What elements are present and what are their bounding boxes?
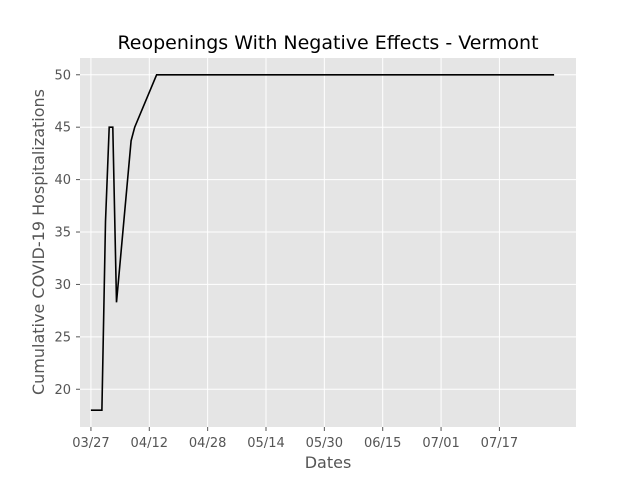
series xyxy=(90,74,555,412)
y-tick-label: 45 xyxy=(54,121,71,136)
x-tick-label: 07/01 xyxy=(422,436,459,451)
series-line xyxy=(90,74,555,412)
plot-area xyxy=(80,58,576,427)
y-tick-label: 25 xyxy=(54,330,71,345)
x-tick-label: 04/12 xyxy=(131,436,168,451)
x-tick-label: 06/15 xyxy=(364,436,401,451)
x-tick-label: 07/17 xyxy=(481,436,518,451)
chart-title: Reopenings With Negative Effects - Vermo… xyxy=(117,32,538,54)
y-tick-label: 20 xyxy=(54,383,71,398)
x-tick-label: 05/30 xyxy=(306,436,343,451)
x-tick-label: 03/27 xyxy=(72,436,109,451)
x-tick-label: 04/28 xyxy=(189,436,226,451)
y-axis-label: Cumulative COVID-19 Hospitalizations xyxy=(29,89,48,395)
y-tick-label: 35 xyxy=(54,226,71,241)
tick-labels: 03/27 04/12 04/28 05/14 05/30 06/15 07/01 07/17… xyxy=(54,68,518,451)
x-tick-label: 05/14 xyxy=(247,436,284,451)
x-axis-label: Dates xyxy=(305,453,352,472)
y-tick-label: 30 xyxy=(54,278,71,293)
grid-lines xyxy=(80,58,576,427)
y-tick-label: 50 xyxy=(54,68,71,83)
y-tick-label: 40 xyxy=(54,173,71,188)
